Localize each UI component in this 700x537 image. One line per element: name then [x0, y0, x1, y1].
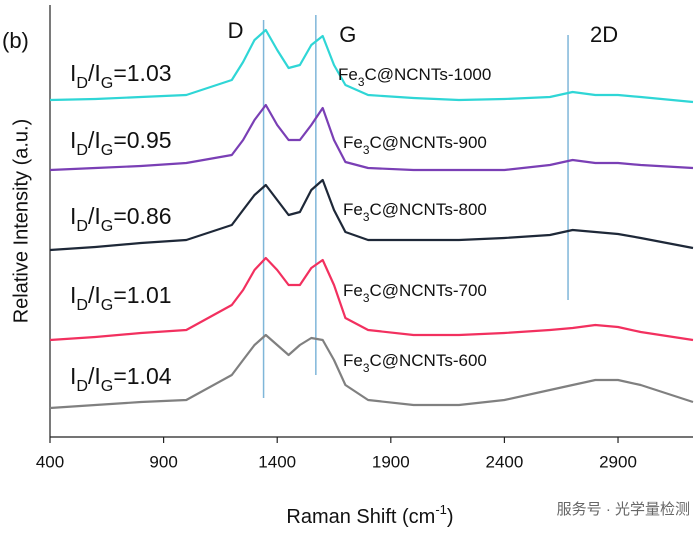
x-tick-label: 1400	[258, 452, 296, 471]
peak-label: 2D	[590, 22, 618, 47]
x-tick-label: 400	[36, 452, 64, 471]
ratio-label: ID/IG=0.95	[70, 127, 172, 159]
series-label: Fe3C@NCNTs-600	[343, 351, 487, 375]
watermark: 服务号 · 光学量检测	[557, 501, 690, 518]
series-label: Fe3C@NCNTs-1000	[338, 65, 491, 89]
x-tick-label: 2400	[486, 452, 524, 471]
peak-label: D	[228, 18, 244, 43]
series-label: Fe3C@NCNTs-800	[343, 200, 487, 224]
spectrum-line	[49, 178, 694, 252]
x-tick-label: 2900	[599, 452, 637, 471]
series-label: Fe3C@NCNTs-900	[343, 133, 487, 157]
ratio-label: ID/IG=0.86	[70, 203, 172, 235]
spectrum-line	[49, 103, 694, 172]
ratio-label: ID/IG=1.04	[70, 363, 172, 395]
x-axis-title: Raman Shift (cm-1)	[286, 502, 453, 528]
spectrum-line	[49, 333, 694, 410]
spectrum-line	[49, 256, 694, 342]
peak-label: G	[339, 22, 356, 47]
x-tick-label: 1900	[372, 452, 410, 471]
series-label: Fe3C@NCNTs-700	[343, 281, 487, 305]
y-axis-title: Relative Intensity (a.u.)	[10, 119, 32, 324]
spectrum-line	[49, 28, 694, 104]
panel-label: (b)	[2, 28, 29, 53]
x-tick-label: 900	[149, 452, 177, 471]
ratio-label: ID/IG=1.03	[70, 60, 172, 92]
ratio-label: ID/IG=1.01	[70, 282, 172, 314]
